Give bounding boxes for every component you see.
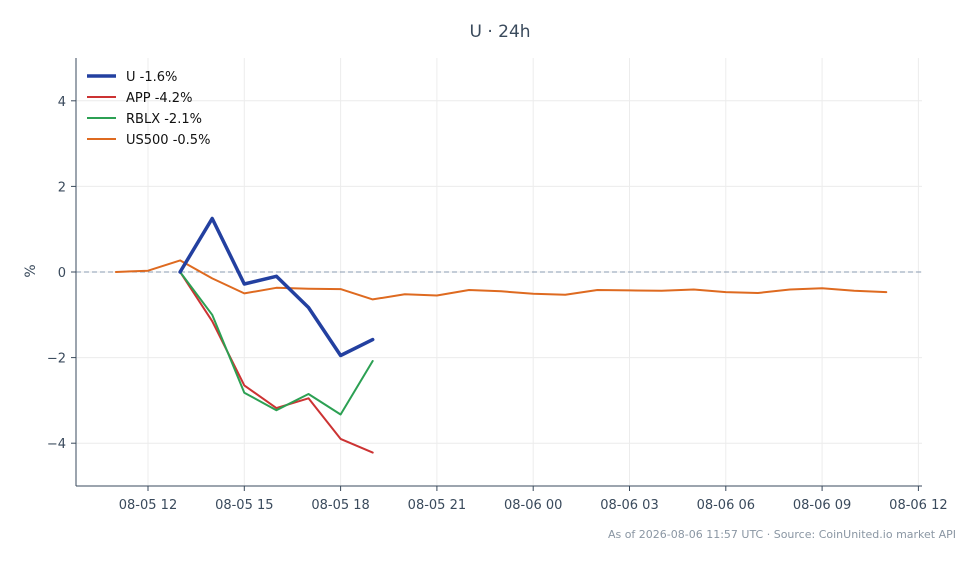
x-tick-label: 08-06 12 — [889, 498, 947, 513]
series-line-2 — [179, 271, 374, 416]
x-tick-label: 08-05 18 — [311, 498, 369, 513]
grid — [76, 58, 922, 486]
footer-source-note: As of 2026-08-06 11:57 UTC · Source: Coi… — [608, 528, 956, 541]
y-axis-ticks: 4 2 0 −2 −4 — [47, 95, 76, 452]
chart-title: U · 24h — [469, 22, 530, 42]
x-tick-label: 08-06 00 — [504, 498, 562, 513]
y-tick-label: 4 — [58, 95, 66, 110]
legend-entry-label: US500 -0.5% — [126, 133, 210, 148]
legend-entry-label: APP -4.2% — [126, 91, 192, 106]
series-line-1 — [179, 271, 374, 454]
y-tick-label: 2 — [58, 180, 66, 195]
legend-entry-label: U -1.6% — [126, 70, 177, 85]
y-tick-label: 0 — [58, 266, 66, 281]
x-tick-label: 08-05 12 — [119, 498, 177, 513]
x-tick-label: 08-05 21 — [408, 498, 466, 513]
x-tick-label: 08-05 15 — [215, 498, 273, 513]
y-tick-label: −2 — [47, 352, 66, 367]
x-tick-label: 08-06 06 — [697, 498, 755, 513]
series-line-0 — [178, 216, 375, 358]
x-tick-label: 08-06 09 — [793, 498, 851, 513]
y-tick-label: −4 — [47, 437, 66, 452]
legend-entry-label: RBLX -2.1% — [126, 112, 202, 127]
series-line-3 — [114, 259, 888, 301]
x-axis-ticks: 08-05 12 08-05 15 08-05 18 08-05 21 08-06 00… — [119, 486, 948, 513]
y-axis-label: % — [23, 264, 39, 277]
series-group — [114, 216, 888, 454]
x-tick-label: 08-06 03 — [600, 498, 658, 513]
legend: U -1.6% APP -4.2% RBLX -2.1% US500 -0.5% — [87, 70, 210, 148]
